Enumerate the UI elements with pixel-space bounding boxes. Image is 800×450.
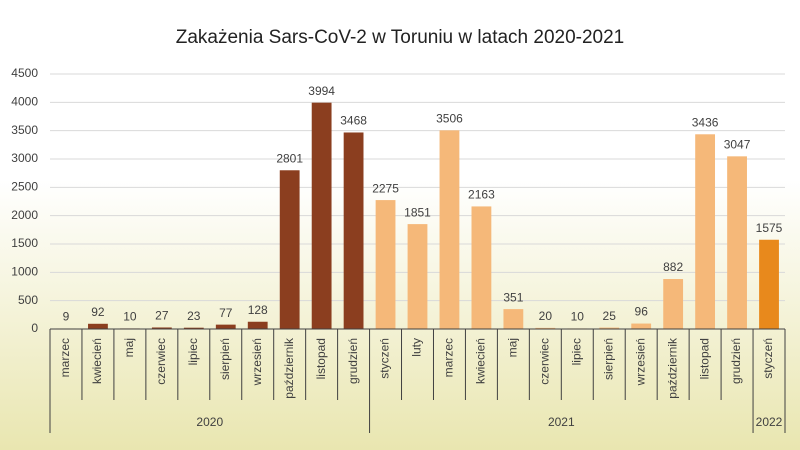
data-label: 3436: [692, 115, 719, 129]
data-label: 23: [187, 309, 201, 323]
y-tick-label: 500: [18, 293, 38, 307]
data-label: 3468: [340, 114, 367, 128]
group-label: 2021: [548, 415, 575, 429]
data-label: 77: [219, 306, 233, 320]
data-label: 351: [503, 290, 523, 304]
group-label: 2020: [196, 415, 223, 429]
y-tick-label: 0: [31, 321, 38, 335]
bar: [695, 134, 716, 329]
bar: [663, 279, 684, 329]
data-label: 128: [248, 303, 268, 317]
bar: [407, 224, 428, 329]
bar: [88, 323, 108, 329]
x-tick-label: sierpień: [601, 338, 615, 380]
data-label: 2163: [468, 188, 495, 202]
x-tick-label: maj: [506, 338, 520, 357]
y-tick-label: 2000: [11, 208, 38, 222]
data-label: 27: [155, 309, 169, 323]
x-tick-label: wrzesień: [250, 338, 264, 386]
data-label: 10: [571, 310, 585, 324]
data-label: 1575: [756, 221, 783, 235]
group-label: 2022: [756, 415, 783, 429]
x-tick-label: marzec: [442, 338, 456, 377]
data-label: 10: [123, 310, 137, 324]
x-tick-label: kwiecień: [474, 338, 488, 384]
y-tick-label: 2500: [11, 180, 38, 194]
x-tick-label: maj: [122, 338, 136, 357]
data-label: 3506: [436, 111, 463, 125]
data-label: 20: [539, 309, 553, 323]
x-tick-label: czerwiec: [537, 338, 551, 385]
x-tick-label: marzec: [58, 338, 72, 377]
x-tick-label: wrzesień: [633, 338, 647, 386]
data-label: 2801: [276, 151, 303, 165]
y-tick-label: 3000: [11, 151, 38, 165]
x-tick-label: grudzień: [729, 338, 743, 384]
bar: [343, 132, 364, 329]
bar: [759, 239, 779, 329]
bar: [599, 327, 620, 329]
bar: [439, 130, 460, 329]
data-label: 1851: [404, 205, 431, 219]
x-tick-label: październik: [282, 337, 296, 399]
bar: [247, 321, 268, 329]
data-label: 2275: [372, 181, 399, 195]
data-label: 9: [63, 310, 70, 324]
bar: [471, 206, 492, 329]
x-tick-label: sierpień: [218, 338, 232, 380]
data-label: 3047: [724, 138, 751, 152]
bar: [631, 323, 652, 329]
bar: [503, 309, 524, 329]
data-label: 92: [91, 305, 105, 319]
x-tick-label: lipiec: [186, 338, 200, 365]
x-tick-label: lipiec: [569, 338, 583, 365]
x-tick-label: listopad: [314, 338, 328, 379]
bar: [311, 102, 332, 329]
data-label: 882: [663, 260, 683, 274]
bar: [151, 327, 172, 329]
data-label: 3994: [308, 84, 335, 98]
bar: [215, 324, 236, 329]
y-tick-label: 4000: [11, 95, 38, 109]
y-tick-label: 1500: [11, 236, 38, 250]
bar: [183, 327, 204, 329]
x-tick-label: kwiecień: [90, 338, 104, 384]
x-tick-label: grudzień: [346, 338, 360, 384]
x-tick-label: czerwiec: [154, 338, 168, 385]
data-label: 25: [603, 309, 617, 323]
bar: [727, 156, 747, 329]
chart-title: Zakażenia Sars-CoV-2 w Toruniu w latach …: [176, 27, 625, 48]
x-tick-label: styczeń: [761, 338, 775, 379]
x-tick-label: luty: [410, 338, 424, 357]
x-tick-label: październik: [665, 337, 679, 399]
y-tick-label: 1000: [11, 265, 38, 279]
x-tick-label: styczeń: [378, 338, 392, 379]
x-tick-label: listopad: [697, 338, 711, 379]
data-label: 96: [635, 305, 649, 319]
y-tick-label: 4500: [11, 66, 38, 80]
bar: [535, 327, 556, 329]
bar: [375, 200, 396, 329]
bar: [279, 170, 300, 329]
y-tick-label: 3500: [11, 123, 38, 137]
